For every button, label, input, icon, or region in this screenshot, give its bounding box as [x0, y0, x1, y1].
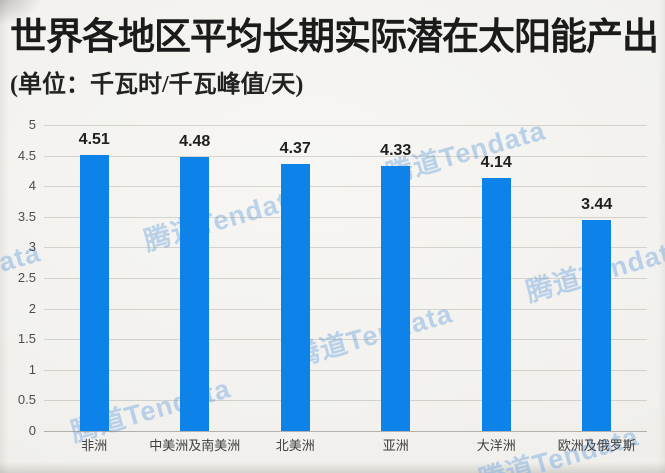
x-axis-line — [44, 431, 647, 432]
x-axis-category-label: 中美洲及南美洲 — [149, 438, 241, 453]
gridline — [44, 339, 647, 341]
bar-value-label: 4.51 — [78, 130, 110, 148]
plot-area: 0 0.5 1 1.5 2 2.5 3 3.5 4 4.5 5 4.51 非洲 4.48 中美洲及南美洲 4.… — [18, 117, 647, 453]
gridline — [44, 216, 647, 218]
y-axis-tick-label: 3 — [28, 239, 36, 255]
x-axis-category-label: 亚洲 — [382, 438, 409, 453]
gridline — [44, 400, 647, 402]
x-axis-category-label: 欧洲及俄罗斯 — [557, 438, 636, 453]
bar-value-label: 4.33 — [380, 142, 412, 159]
y-axis-tick-label: 2 — [28, 300, 36, 316]
bar-value-label: 3.44 — [581, 196, 613, 214]
gridline — [44, 186, 647, 188]
bar-亚洲 — [381, 166, 411, 431]
bar-欧洲及俄罗斯 — [582, 220, 612, 431]
y-axis-tick-label: 5 — [28, 117, 36, 132]
chart-subtitle: (单位：千瓦时/千瓦峰值/天) — [10, 72, 304, 98]
bar-中美洲及南美洲 — [180, 156, 210, 431]
bar-北美洲 — [280, 163, 310, 431]
x-axis-category-label: 非洲 — [81, 438, 108, 453]
chart-title: 世界各地区平均长期实际潜在太阳能产出 — [10, 17, 659, 58]
bar-value-label: 4.48 — [179, 132, 211, 150]
y-axis-tick-label: 3.5 — [17, 208, 36, 224]
y-axis-tick-label: 4.5 — [17, 147, 36, 163]
y-axis-tick-label: 1 — [28, 361, 36, 377]
x-axis-category-label: 大洋洲 — [476, 438, 516, 453]
y-axis-tick-label: 0 — [28, 423, 36, 438]
bar-value-label: 4.37 — [279, 139, 311, 157]
bar-大洋洲 — [481, 177, 511, 431]
x-axis-category-label: 北美洲 — [275, 438, 315, 453]
gridline — [44, 308, 647, 310]
gridline — [44, 278, 647, 279]
gridline — [44, 155, 647, 157]
bar-非洲 — [79, 155, 109, 431]
gridline — [44, 125, 647, 126]
y-axis-tick-label: 2.5 — [17, 270, 36, 285]
gridline — [44, 369, 647, 371]
gridline — [44, 247, 647, 249]
y-axis-tick-label: 1.5 — [17, 331, 36, 347]
y-axis-tick-label: 4 — [28, 178, 36, 194]
y-axis-tick-label: 0.5 — [17, 392, 36, 408]
bar-value-label: 4.14 — [480, 153, 512, 171]
